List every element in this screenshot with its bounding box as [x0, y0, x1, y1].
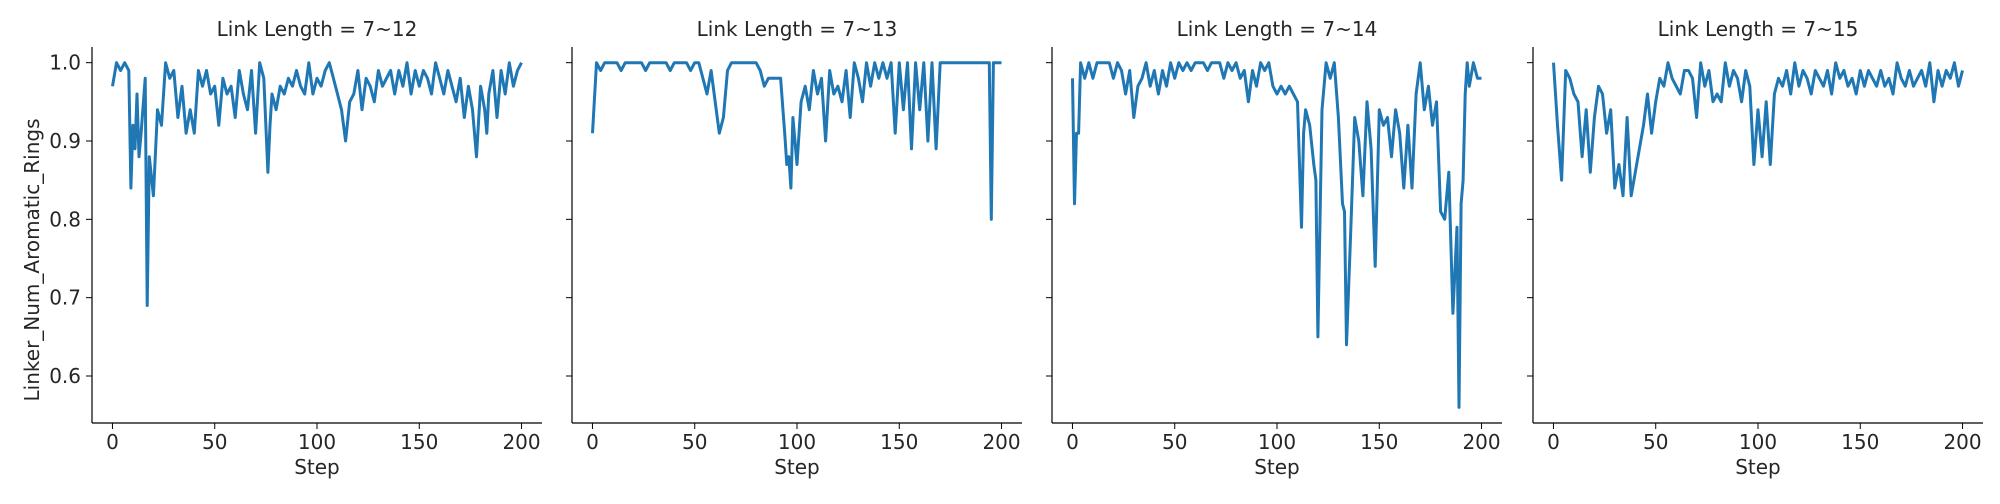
- subplot-4: Link Length = 7~15 0 50 100 150 200 Step: [1527, 17, 1983, 479]
- x-tick-label: 100: [298, 430, 336, 454]
- subplot-title: Link Length = 7~14: [1177, 17, 1378, 41]
- y-axis-label: Linker_Num_Aromatic_Rings: [20, 119, 44, 402]
- x-axis-label: Step: [1254, 455, 1300, 479]
- subplot-title: Link Length = 7~12: [217, 17, 418, 41]
- x-tick-label: 0: [1547, 430, 1560, 454]
- y-tick-label: 0.8: [49, 207, 81, 231]
- series-line: [1552, 61, 1964, 198]
- x-axis-label: Step: [1735, 455, 1781, 479]
- x-tick-label: 200: [982, 430, 1020, 454]
- series-line: [1071, 61, 1482, 409]
- y-tick-label: 1.0: [49, 51, 81, 75]
- y-tick-label: 0.6: [49, 364, 81, 388]
- y-tick-label: 0.9: [49, 129, 81, 153]
- x-tick-label: 50: [1643, 430, 1668, 454]
- x-tick-label: 150: [400, 430, 438, 454]
- x-tick-label: 0: [586, 430, 599, 454]
- series-line: [111, 61, 523, 307]
- x-axis-label: Step: [294, 455, 340, 479]
- x-tick-label: 150: [1360, 430, 1398, 454]
- subplot-2: Link Length = 7~13 0 50 100 150 200 Step: [566, 17, 1022, 479]
- x-tick-label: 100: [1258, 430, 1296, 454]
- x-tick-label: 200: [502, 430, 540, 454]
- x-tick-label: 150: [880, 430, 918, 454]
- x-tick-label: 50: [682, 430, 707, 454]
- y-tick-label: 0.7: [49, 286, 81, 310]
- x-tick-label: 0: [106, 430, 119, 454]
- subplot-1: Link Length = 7~12 0 50 100 150 200 0.6 0.7 0.8 0…: [20, 17, 542, 479]
- x-tick-label: 0: [1066, 430, 1079, 454]
- x-tick-label: 100: [778, 430, 816, 454]
- x-tick-label: 50: [1162, 430, 1187, 454]
- x-tick-label: 200: [1943, 430, 1981, 454]
- x-tick-label: 150: [1841, 430, 1879, 454]
- subplot-title: Link Length = 7~15: [1658, 17, 1859, 41]
- x-tick-label: 50: [202, 430, 227, 454]
- subplot-title: Link Length = 7~13: [697, 17, 898, 41]
- x-axis-label: Step: [774, 455, 820, 479]
- x-tick-label: 100: [1739, 430, 1777, 454]
- series-line: [591, 61, 1002, 221]
- subplot-3: Link Length = 7~14 0 50 100 150 200 Step: [1046, 17, 1502, 479]
- x-tick-label: 200: [1462, 430, 1500, 454]
